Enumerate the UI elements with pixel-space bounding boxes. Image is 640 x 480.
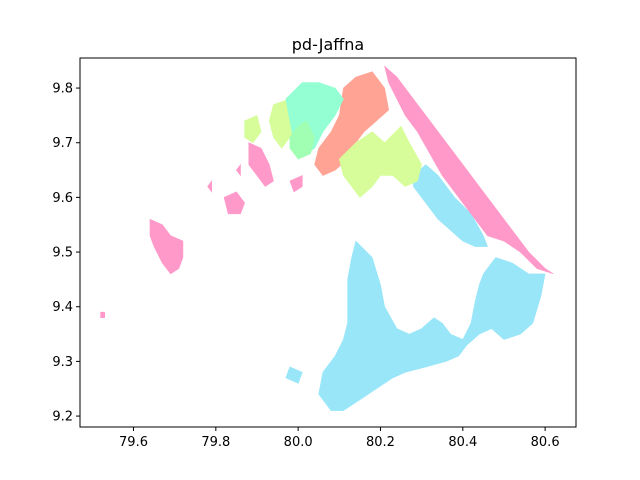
- y-axis: 9.2 9.3 9.4 9.5 9.6 9.7 9.8: [52, 82, 80, 425]
- region-1-part-2: [248, 142, 274, 187]
- region-1-part-3: [289, 175, 303, 193]
- region-1-part-4: [236, 163, 241, 177]
- y-tick-label: 9.7: [52, 136, 73, 151]
- y-tick-label: 9.6: [52, 191, 73, 206]
- region-5-part-0: [289, 120, 315, 160]
- region-1-part-5: [223, 191, 245, 215]
- chart-title: pd-Jaffna: [292, 35, 364, 54]
- x-tick-label: 80.0: [284, 435, 313, 450]
- region-1-part-1: [149, 218, 184, 275]
- x-tick-label: 79.6: [119, 435, 148, 450]
- x-tick-label: 79.8: [201, 435, 230, 450]
- x-tick-label: 80.6: [531, 435, 560, 450]
- y-tick-label: 9.2: [52, 410, 73, 425]
- x-tick-label: 80.4: [448, 435, 477, 450]
- y-tick-label: 9.4: [52, 300, 73, 315]
- region-1-part-6: [100, 311, 105, 319]
- x-axis: 79.6 79.8 80.0 80.2 80.4 80.6: [119, 427, 560, 450]
- plot-frame: [79, 57, 577, 428]
- region-0-part-2: [285, 366, 303, 384]
- region-1-part-0: [384, 65, 554, 275]
- region-1-part-7: [207, 180, 212, 193]
- region-0-part-0: [318, 240, 546, 411]
- y-tick-label: 9.5: [52, 246, 73, 261]
- region-3-part-0: [338, 125, 422, 198]
- region-layer: [100, 65, 554, 411]
- region-0-part-1: [413, 164, 488, 247]
- x-tick-label: 80.2: [366, 435, 395, 450]
- y-tick-label: 9.8: [52, 82, 73, 97]
- y-tick-label: 9.3: [52, 355, 73, 370]
- region-3-part-1: [244, 114, 262, 144]
